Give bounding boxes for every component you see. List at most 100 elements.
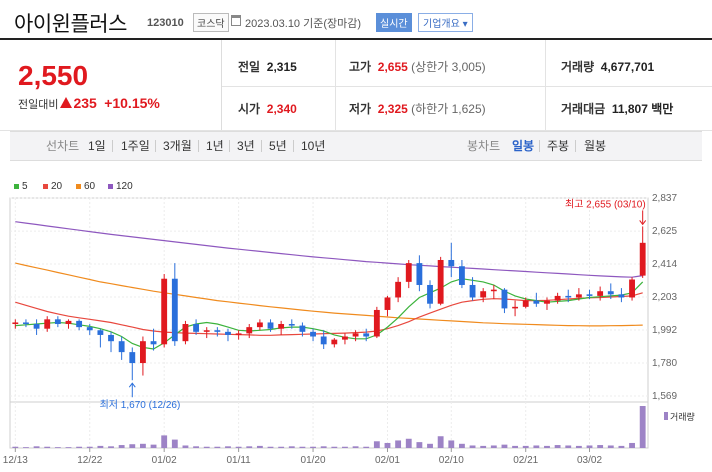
volume-bar <box>448 440 455 448</box>
candle-body <box>129 352 136 364</box>
candle-body <box>33 324 40 329</box>
candle-body <box>522 300 529 307</box>
current-price: 2,550 <box>18 60 89 91</box>
volume-bar <box>139 443 146 448</box>
volume-bar <box>405 438 412 448</box>
volume-bar <box>342 446 348 448</box>
candle-weekly[interactable]: 주봉 <box>547 139 570 153</box>
candle-body <box>352 333 359 337</box>
day-high: 고가 2,655 (상한가 3,005) <box>349 60 486 74</box>
candle-body <box>12 322 19 325</box>
candle-body <box>395 281 402 298</box>
candle-body <box>299 325 306 332</box>
x-tick-label: 02/01 <box>375 455 400 466</box>
volume-bar <box>161 435 168 448</box>
candle-body <box>427 284 433 304</box>
candle-body <box>575 294 582 298</box>
candle-body <box>469 284 476 298</box>
market-badge: 코스닥 <box>193 13 229 32</box>
volume-bar <box>373 441 380 448</box>
candle-monthly[interactable]: 월봉 <box>584 139 607 153</box>
volume-bar <box>352 446 359 448</box>
change-percent: +10.15% <box>104 95 160 111</box>
toolbar-separator <box>112 140 113 152</box>
legend-ma60: 60 <box>76 181 95 192</box>
volume-bar <box>331 446 338 448</box>
volume-bar <box>171 439 178 448</box>
candle-body <box>235 333 242 335</box>
volume-bar <box>246 446 253 448</box>
candle-body <box>108 334 114 342</box>
volume-bar <box>416 442 423 448</box>
chart-toolbar <box>10 131 702 161</box>
volume-bar <box>129 444 136 448</box>
volume-bar <box>320 446 327 448</box>
volume-bar <box>522 445 529 448</box>
candle-body <box>171 278 178 342</box>
volume-bar <box>586 445 593 448</box>
volume-info: 거래량 4,677,701 <box>561 60 655 74</box>
low-arrowhead <box>128 382 136 388</box>
period-3y[interactable]: 3년 <box>237 139 255 153</box>
legend-swatch <box>76 183 81 189</box>
candle-body <box>203 330 210 332</box>
volume-bar <box>618 445 625 448</box>
change-amount: 235 <box>73 95 97 111</box>
volume-bar <box>118 445 125 448</box>
candle-body <box>586 294 593 296</box>
volume-bar <box>33 446 40 448</box>
volume-bar <box>44 446 51 448</box>
candle-body <box>54 319 61 325</box>
candle-body <box>44 319 51 329</box>
candle-body <box>458 266 465 285</box>
day-low: 저가 2,325 (하한가 1,625) <box>349 102 486 116</box>
candle-body <box>373 309 380 337</box>
ma120-line <box>15 221 643 278</box>
toolbar-separator <box>155 140 156 152</box>
realtime-button[interactable]: 실시간 <box>376 13 412 32</box>
candle-body <box>193 324 200 332</box>
candle-body <box>161 278 168 345</box>
prev-close: 전일 2,315 <box>238 60 297 74</box>
x-tick-label: 02/21 <box>513 455 538 466</box>
candle-body <box>23 322 29 325</box>
candle-chart-label: 봉차트 <box>467 139 501 153</box>
candle-body <box>512 306 519 309</box>
candle-body <box>76 320 83 328</box>
period-3m[interactable]: 3개월 <box>163 139 192 153</box>
y-tick-label: 2,203 <box>652 292 677 303</box>
candle-body <box>225 331 231 335</box>
candle-daily[interactable]: 일봉 <box>512 139 535 153</box>
trade-amount: 거래대금 11,807 백만 <box>561 102 674 116</box>
volume-bar <box>278 446 285 448</box>
candle-body <box>416 263 423 285</box>
volume-bar <box>575 445 582 448</box>
candle-body <box>448 259 455 267</box>
volume-bar <box>544 445 550 448</box>
candle-body <box>554 295 561 301</box>
volume-bar <box>437 436 444 448</box>
period-1d[interactable]: 1일 <box>88 139 106 153</box>
period-10y[interactable]: 10년 <box>301 139 326 153</box>
volume-bar <box>490 445 497 448</box>
volume-bar <box>225 446 231 448</box>
candle-body <box>331 339 338 345</box>
volume-bar <box>76 446 83 448</box>
candle-body <box>214 330 221 332</box>
candle-body <box>437 259 444 304</box>
base-date: 2023.03.10 기준(장마감) <box>245 18 362 30</box>
volume-bar <box>235 446 242 448</box>
price-chart[interactable]: 최고 2,655 (03/10) 최저 1,670 (12/26) 거래량 2,8… <box>0 190 712 472</box>
volume-bar <box>310 446 316 448</box>
period-5y[interactable]: 5년 <box>269 139 287 153</box>
x-tick-label: 02/10 <box>439 455 464 466</box>
candle-body <box>405 263 412 282</box>
chart-frame <box>9 197 649 449</box>
candle-body <box>288 324 295 326</box>
candle-body <box>533 300 540 304</box>
period-1y[interactable]: 1년 <box>206 139 224 153</box>
period-1w[interactable]: 1주일 <box>121 139 150 153</box>
volume-bar <box>458 443 465 448</box>
company-overview-dropdown[interactable]: 기업개요 ▾ <box>418 13 473 32</box>
candle-body <box>310 331 316 337</box>
